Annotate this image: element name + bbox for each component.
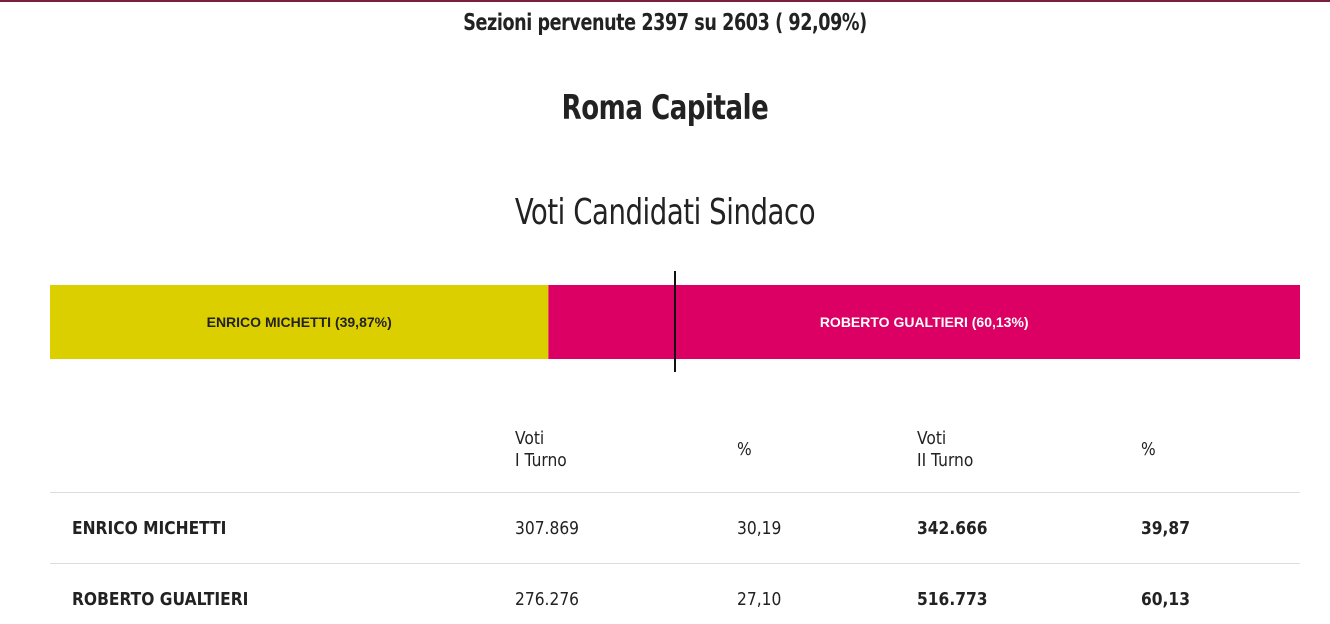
sections-received: Sezioni pervenute 2397 su 2603 ( 92,09%) [463,10,867,36]
votes-round2: 516.773 [917,588,988,610]
city-title: Roma Capitale [561,88,769,128]
col-header-candidate [50,408,516,493]
candidate-name: ROBERTO GUALTIERI [72,588,249,610]
pct-round1: 30,19 [736,492,918,564]
pct-round2: 60,13 [1140,588,1190,610]
col-header-votes-round1: Voti I Turno [515,408,737,493]
table-row: ROBERTO GUALTIERI 276.276 27,10 516.773 … [50,564,1300,624]
bar-label-enrico-michetti: ENRICO MICHETTI (39,87%) [207,314,392,330]
top-rule [0,0,1330,2]
bar-segment-enrico-michetti [50,285,549,359]
col-header-pct-round2: % [1140,408,1300,493]
pct-round2: 39,87 [1140,492,1300,564]
table-header-row: Voti I Turno % Voti II Turno % [50,408,1300,493]
votes-round2: 342.666 [917,492,1141,564]
votes-round1: 276.276 [515,588,580,610]
candidate-name: ENRICO MICHETTI [50,492,516,564]
results-table: Voti I Turno % Voti II Turno % ENRICO MICH… [50,408,1300,624]
pct-round1: 27,10 [736,588,782,610]
chart-title: Voti Candidati Sindaco [514,192,816,233]
col-header-pct-round1: % [736,408,918,493]
bar-label-roberto-gualtieri: ROBERTO GUALTIERI (60,13%) [820,314,1029,330]
bar-segment-roberto-gualtieri [548,285,1300,359]
col-header-votes-round2: Voti II Turno [917,408,1141,493]
votes-round1: 307.869 [515,492,737,564]
table-row: ENRICO MICHETTI 307.869 30,19 342.666 39… [50,492,1300,564]
stacked-bar-chart: ENRICO MICHETTI (39,87%) ROBERTO GUALTIER… [50,271,1300,372]
